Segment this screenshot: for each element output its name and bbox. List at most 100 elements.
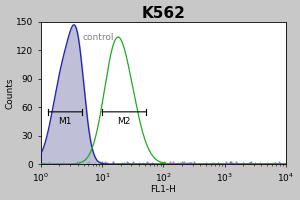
Point — [216, 162, 220, 165]
Point — [271, 161, 275, 165]
Point — [127, 162, 131, 166]
Point — [159, 162, 164, 165]
Point — [86, 162, 91, 165]
Point — [39, 162, 44, 165]
Point — [145, 161, 150, 164]
Point — [272, 161, 277, 165]
Point — [145, 162, 149, 165]
Point — [204, 162, 208, 165]
Point — [120, 162, 124, 165]
Point — [111, 161, 116, 164]
Point — [129, 162, 134, 165]
Point — [265, 162, 270, 165]
Text: control: control — [82, 33, 114, 42]
Point — [266, 162, 271, 166]
Point — [137, 161, 142, 164]
X-axis label: FL1-H: FL1-H — [150, 185, 176, 194]
Point — [179, 160, 184, 164]
Text: M2: M2 — [118, 117, 131, 126]
Point — [99, 160, 104, 164]
Point — [105, 162, 110, 165]
Point — [125, 161, 130, 165]
Point — [157, 162, 162, 166]
Point — [216, 161, 221, 164]
Point — [275, 162, 280, 165]
Text: M1: M1 — [58, 117, 72, 126]
Point — [187, 161, 192, 164]
Point — [41, 161, 46, 165]
Point — [98, 160, 102, 164]
Point — [247, 161, 251, 164]
Point — [276, 160, 281, 163]
Point — [140, 161, 145, 164]
Point — [189, 162, 194, 165]
Point — [235, 162, 239, 165]
Point — [103, 162, 108, 165]
Title: K562: K562 — [141, 6, 185, 21]
Point — [49, 162, 54, 165]
Point — [266, 162, 270, 165]
Point — [74, 161, 79, 164]
Point — [118, 162, 123, 166]
Point — [60, 161, 65, 164]
Point — [228, 161, 233, 164]
Point — [273, 161, 278, 165]
Point — [247, 162, 252, 165]
Point — [116, 162, 120, 166]
Point — [90, 162, 95, 165]
Point — [98, 162, 103, 165]
Point — [77, 160, 82, 163]
Point — [257, 162, 262, 165]
Point — [50, 162, 55, 165]
Point — [40, 161, 44, 165]
Point — [212, 162, 217, 165]
Point — [75, 162, 80, 165]
Point — [228, 160, 232, 163]
Point — [248, 162, 253, 165]
Point — [134, 162, 138, 165]
Point — [191, 160, 196, 164]
Point — [233, 160, 238, 164]
Point — [42, 162, 46, 165]
Point — [176, 162, 180, 165]
Point — [253, 161, 258, 164]
Point — [210, 162, 214, 165]
Point — [150, 161, 154, 164]
Point — [52, 162, 57, 165]
Point — [237, 162, 242, 166]
Point — [87, 161, 92, 164]
Point — [47, 160, 52, 164]
Point — [161, 161, 166, 164]
Point — [131, 160, 136, 163]
Point — [181, 160, 186, 163]
Point — [121, 161, 126, 164]
Point — [163, 162, 167, 165]
Point — [161, 162, 166, 165]
Point — [141, 162, 146, 166]
Point — [188, 161, 193, 164]
Point — [259, 162, 264, 166]
Point — [168, 161, 172, 164]
Point — [84, 161, 89, 164]
Point — [160, 161, 165, 165]
Point — [224, 161, 229, 164]
Point — [92, 162, 97, 165]
Point — [189, 161, 194, 164]
Point — [200, 162, 205, 166]
Point — [177, 161, 182, 164]
Point — [253, 162, 257, 165]
Point — [161, 162, 166, 165]
Point — [81, 162, 86, 165]
Point — [163, 161, 168, 165]
Point — [110, 161, 115, 165]
Point — [162, 161, 167, 164]
Point — [241, 161, 246, 164]
Point — [150, 162, 155, 165]
Point — [231, 162, 236, 165]
Point — [125, 161, 130, 164]
Y-axis label: Counts: Counts — [6, 77, 15, 109]
Point — [185, 161, 190, 164]
Point — [102, 160, 107, 163]
Point — [55, 162, 60, 166]
Point — [86, 161, 91, 164]
